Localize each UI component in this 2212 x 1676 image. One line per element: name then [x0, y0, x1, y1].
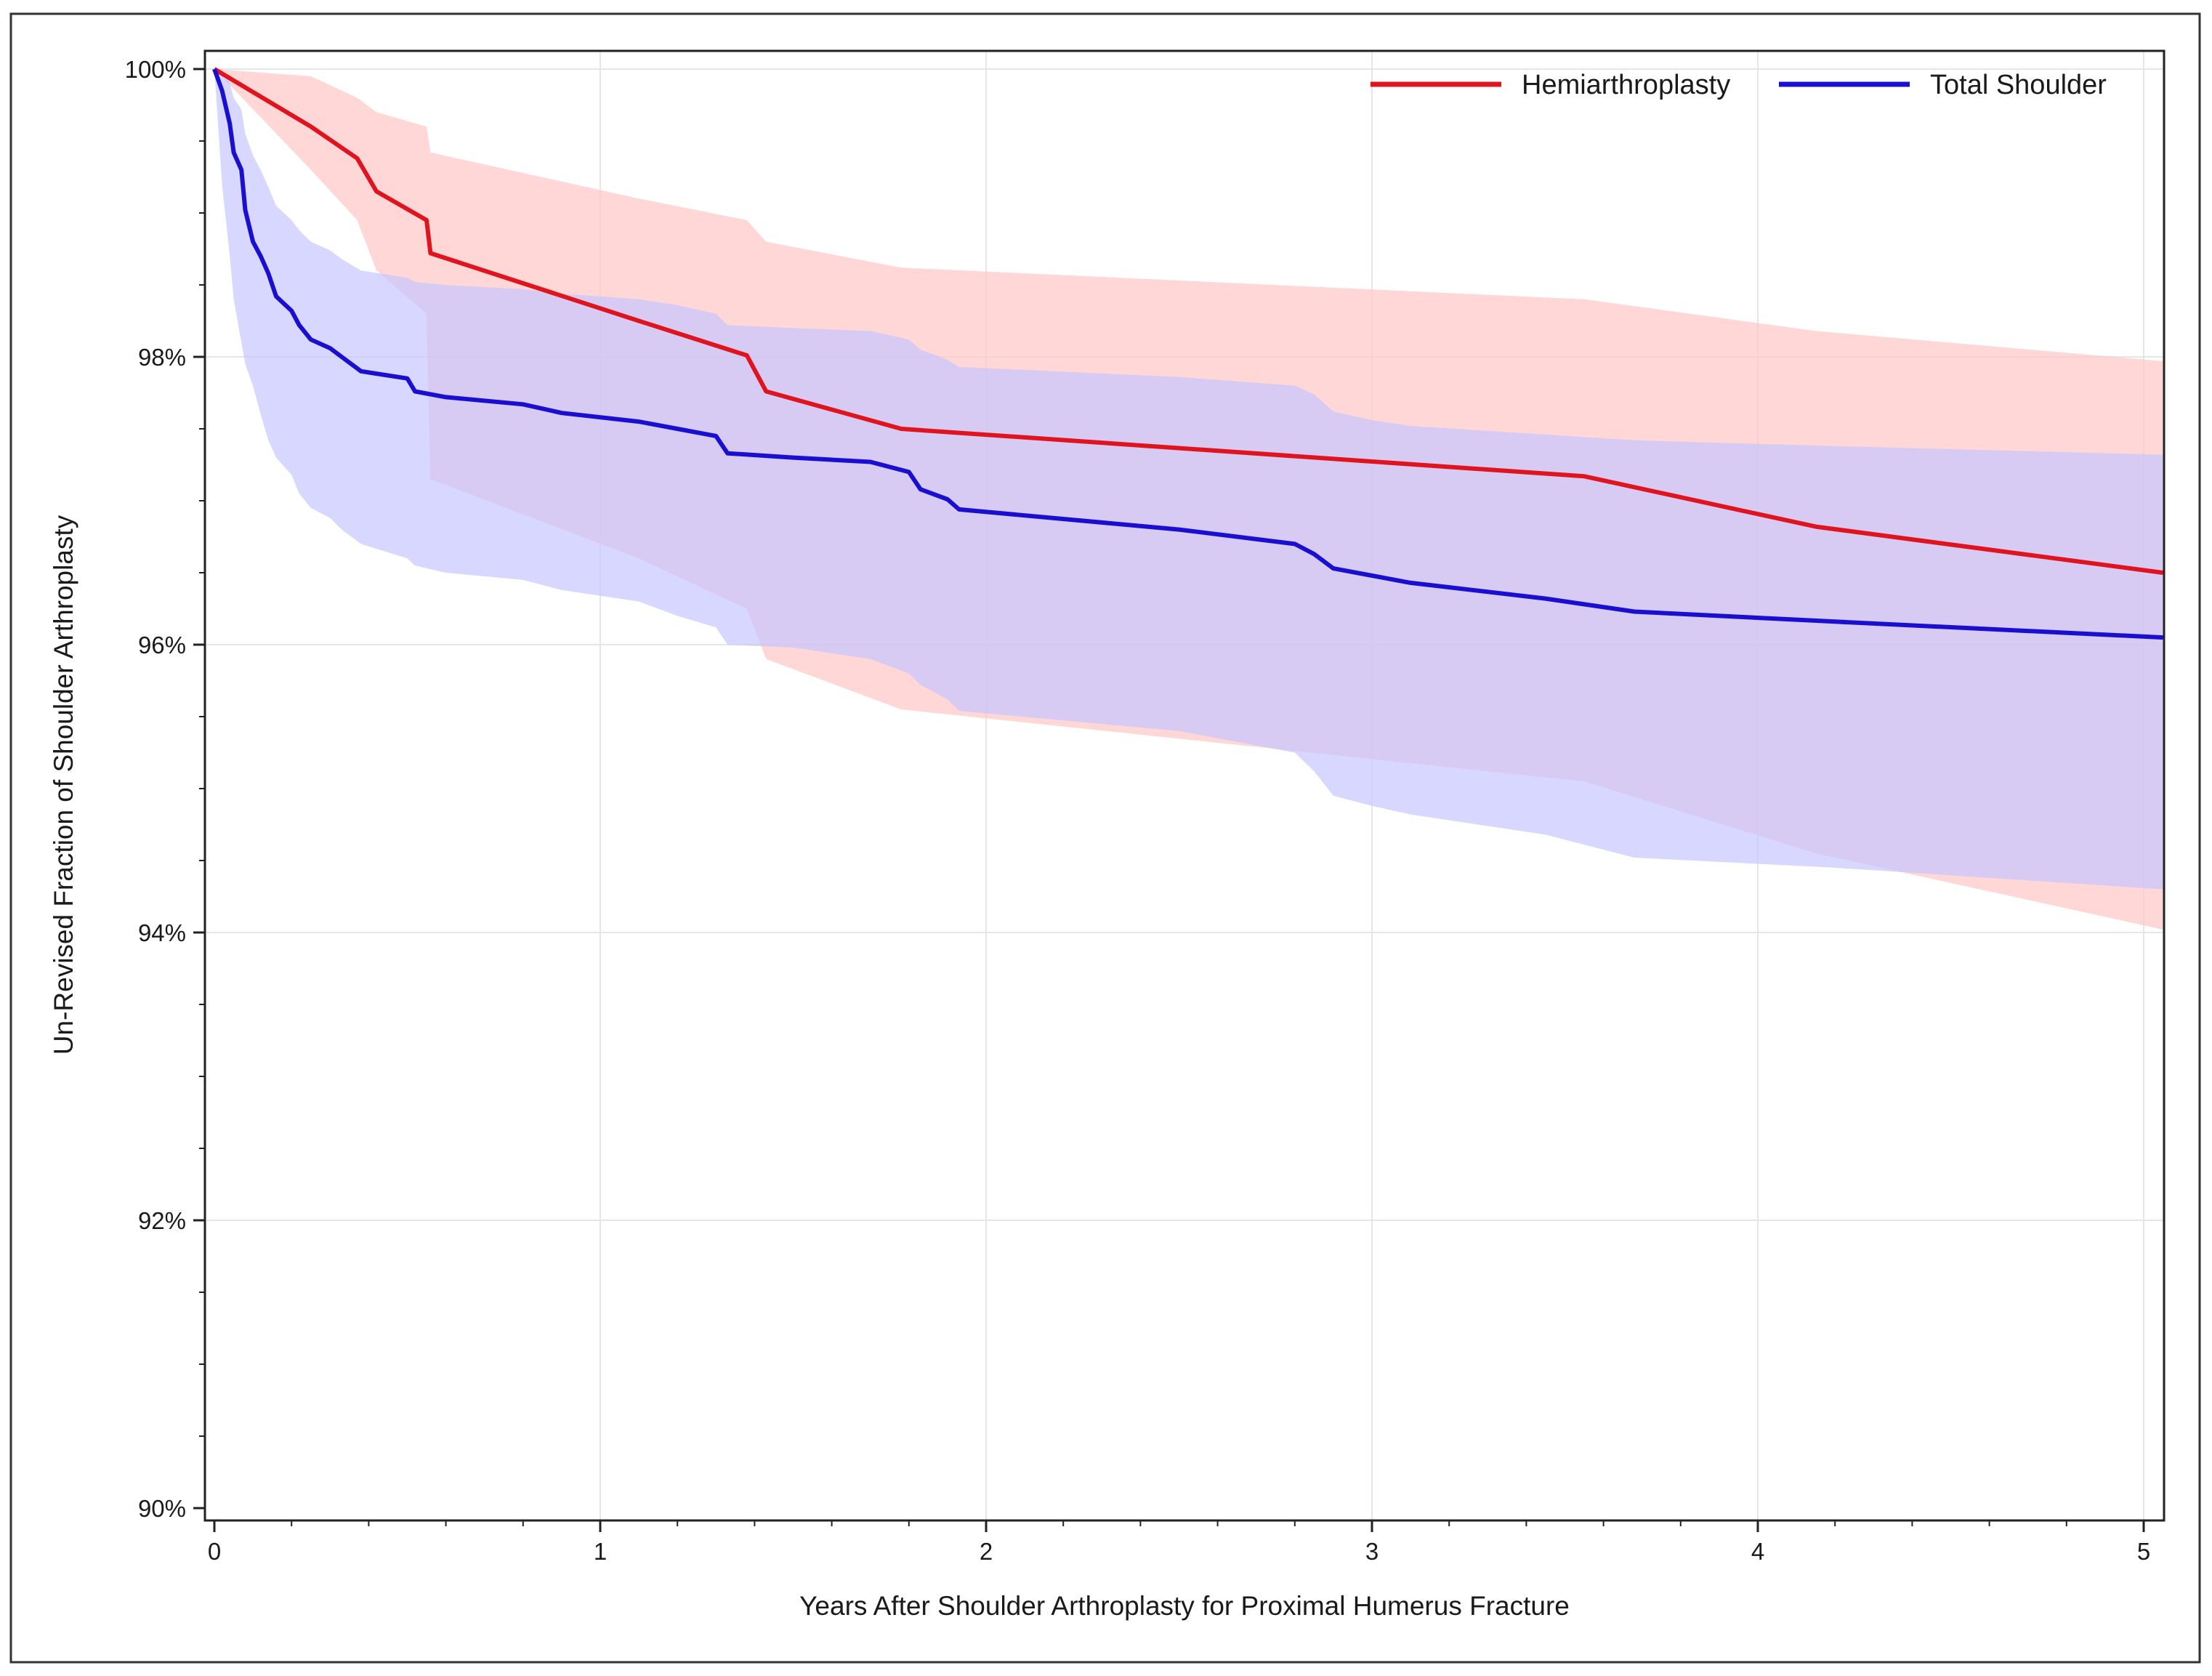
legend-label-hemiarthroplasty: Hemiarthroplasty: [1522, 70, 1730, 100]
axis-labels: Years After Shoulder Arthroplasty for Pr…: [49, 515, 1570, 1621]
x-tick-label: 4: [1751, 1538, 1764, 1565]
legend: Hemiarthroplasty Total Shoulder: [1371, 70, 2107, 100]
confidence-bands: [214, 69, 2163, 930]
x-axis-label: Years After Shoulder Arthroplasty for Pr…: [799, 1591, 1570, 1621]
y-tick-label: 96%: [138, 632, 186, 658]
x-tick-label: 1: [594, 1538, 607, 1565]
x-tick-label: 0: [208, 1538, 221, 1565]
y-tick-label: 94%: [138, 919, 186, 946]
y-tick-label: 100%: [125, 56, 186, 83]
ci-band-total-shoulder: [214, 69, 2163, 890]
legend-label-total-shoulder: Total Shoulder: [1930, 70, 2107, 100]
series-line-total-shoulder: [212, 68, 2163, 640]
series-lines: [212, 67, 2163, 640]
axis-ticks: 0 1 2 3 4 5 90% 92% 94% 96% 98% 100%: [125, 56, 2151, 1565]
series-line-hemiarthroplasty: [213, 67, 2163, 575]
y-tick-label: 90%: [138, 1495, 186, 1522]
x-tick-label: 5: [2137, 1538, 2150, 1565]
y-axis-label: Un-Revised Fraction of Shoulder Arthropl…: [49, 515, 78, 1055]
y-tick-label: 92%: [138, 1207, 186, 1234]
plot-area-border: [203, 49, 2165, 1522]
x-tick-label: 3: [1365, 1538, 1379, 1565]
x-tick-label: 2: [980, 1538, 993, 1565]
y-tick-label: 98%: [138, 344, 186, 371]
